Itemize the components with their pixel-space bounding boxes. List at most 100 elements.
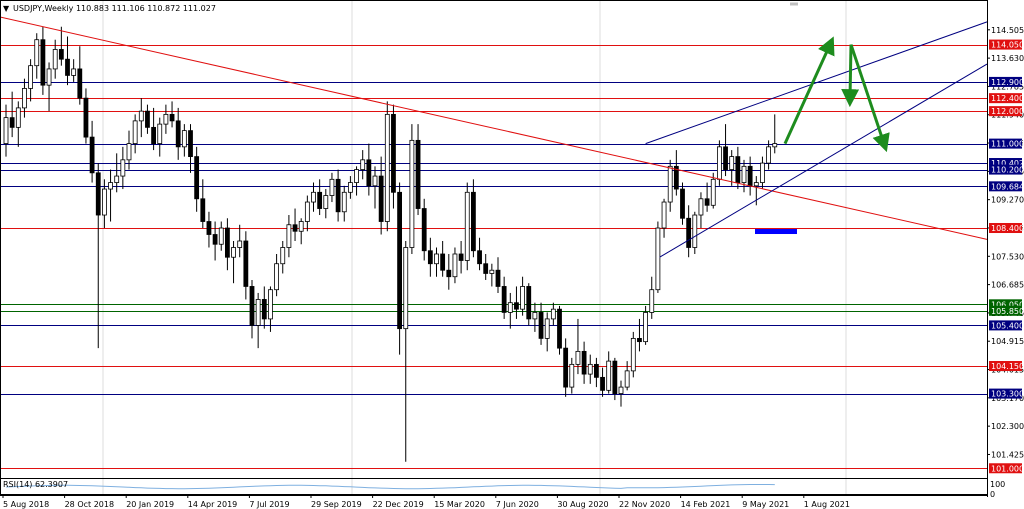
candle-body	[440, 253, 446, 271]
candle-body	[372, 175, 378, 187]
candle-body	[550, 308, 556, 320]
candle-body	[261, 299, 267, 320]
candle-body	[9, 117, 15, 128]
candle-body	[575, 350, 581, 365]
candle-body	[446, 269, 452, 278]
level-label: 101.000	[991, 464, 1024, 473]
trendline-channel-upper	[645, 21, 988, 145]
candle-body	[470, 191, 476, 252]
date-tick-label: 28 Oct 2018	[65, 500, 114, 509]
candle-body	[354, 169, 359, 183]
level-label: 104.150	[991, 362, 1024, 371]
candle-body	[200, 198, 206, 222]
candle-body	[268, 289, 273, 320]
candle-body	[181, 130, 187, 148]
candle-body	[686, 217, 692, 248]
trendline-channel-lower	[659, 63, 988, 258]
candle-body	[163, 113, 169, 125]
candle-body	[3, 117, 9, 145]
candle-body	[680, 188, 685, 219]
candle-body	[747, 165, 753, 187]
projection-arrow	[841, 44, 860, 108]
candle-body	[15, 107, 21, 128]
date-tick-label: 30 Aug 2020	[557, 500, 608, 509]
candle-body	[114, 175, 120, 183]
projection-arrow	[849, 44, 890, 153]
candle-body	[360, 159, 366, 170]
level-label-box	[989, 93, 1022, 104]
candle-body	[753, 182, 759, 187]
candle-body	[704, 198, 710, 206]
candle-body	[772, 143, 778, 148]
candle-body	[138, 110, 144, 122]
level-label-box	[989, 164, 1022, 175]
level-label-box	[989, 463, 1022, 474]
candle-body	[403, 247, 409, 330]
candle-body	[274, 263, 280, 291]
candle-body	[286, 224, 292, 248]
candle-body	[255, 299, 261, 326]
candle-body	[587, 363, 593, 375]
level-label: 105.850	[991, 307, 1024, 316]
level-label: 103.300	[991, 390, 1024, 399]
date-tick-label: 9 May 2021	[742, 500, 789, 509]
candle-body	[520, 286, 525, 310]
candle-body	[514, 302, 519, 310]
candle-body	[52, 49, 58, 70]
candle-body	[40, 39, 46, 86]
chart-menu-icon[interactable]: ▼	[3, 4, 10, 13]
candle-body	[188, 130, 193, 157]
candle-body	[667, 165, 673, 203]
rsi-pane-frame	[0, 478, 988, 495]
plot-frame	[0, 0, 988, 479]
horizontal-levels	[0, 45, 987, 469]
candle-body	[692, 214, 698, 248]
candle-body	[231, 247, 236, 258]
candle-body	[612, 360, 618, 394]
candle-body	[83, 97, 89, 138]
level-label: 106.050	[991, 300, 1024, 309]
level-label-box	[989, 39, 1022, 50]
level-label-box	[989, 181, 1022, 192]
date-tick-label: 7 Jun 2020	[496, 500, 539, 509]
candle-body	[46, 68, 52, 86]
symbol-info: USDJPY,Weekly 110.883 111.106 110.872 11…	[13, 4, 216, 13]
candle-body	[729, 156, 735, 170]
candle-body	[673, 165, 679, 190]
candle-body	[175, 120, 181, 148]
candle-body	[77, 68, 83, 99]
candle-body	[637, 337, 642, 343]
candle-body	[249, 286, 255, 326]
candle-body	[126, 143, 132, 161]
candle-body	[347, 182, 353, 193]
date-tick-label: 20 Jan 2019	[126, 500, 174, 509]
candle-body	[532, 312, 538, 320]
rsi-level-top: 100	[990, 480, 1005, 489]
date-tick-label: 29 Sep 2019	[311, 500, 362, 509]
candle-body	[557, 308, 562, 349]
level-label: 105.400	[991, 321, 1024, 330]
level-label: 112.400	[991, 94, 1024, 103]
candle-body	[618, 386, 624, 394]
trendline-downtrend	[0, 16, 988, 240]
candle-body	[341, 191, 347, 213]
candle-body	[501, 286, 507, 313]
candle-body	[218, 227, 224, 245]
candle-body	[507, 302, 513, 313]
date-tick-label: 14 Apr 2019	[188, 500, 237, 509]
candle-body	[421, 208, 427, 252]
candle-body	[22, 88, 27, 109]
level-label: 110.200	[991, 166, 1024, 175]
candle-body	[458, 253, 464, 261]
candle-body	[594, 363, 599, 378]
level-label-box	[989, 138, 1022, 149]
level-label: 112.000	[991, 107, 1024, 116]
candle-body	[89, 136, 95, 174]
price-tick-label: 102.300	[991, 422, 1024, 431]
candle-body	[366, 159, 372, 187]
candle-body	[378, 175, 384, 222]
level-label-box	[989, 223, 1022, 234]
price-tick-label: 112.785	[991, 82, 1024, 91]
